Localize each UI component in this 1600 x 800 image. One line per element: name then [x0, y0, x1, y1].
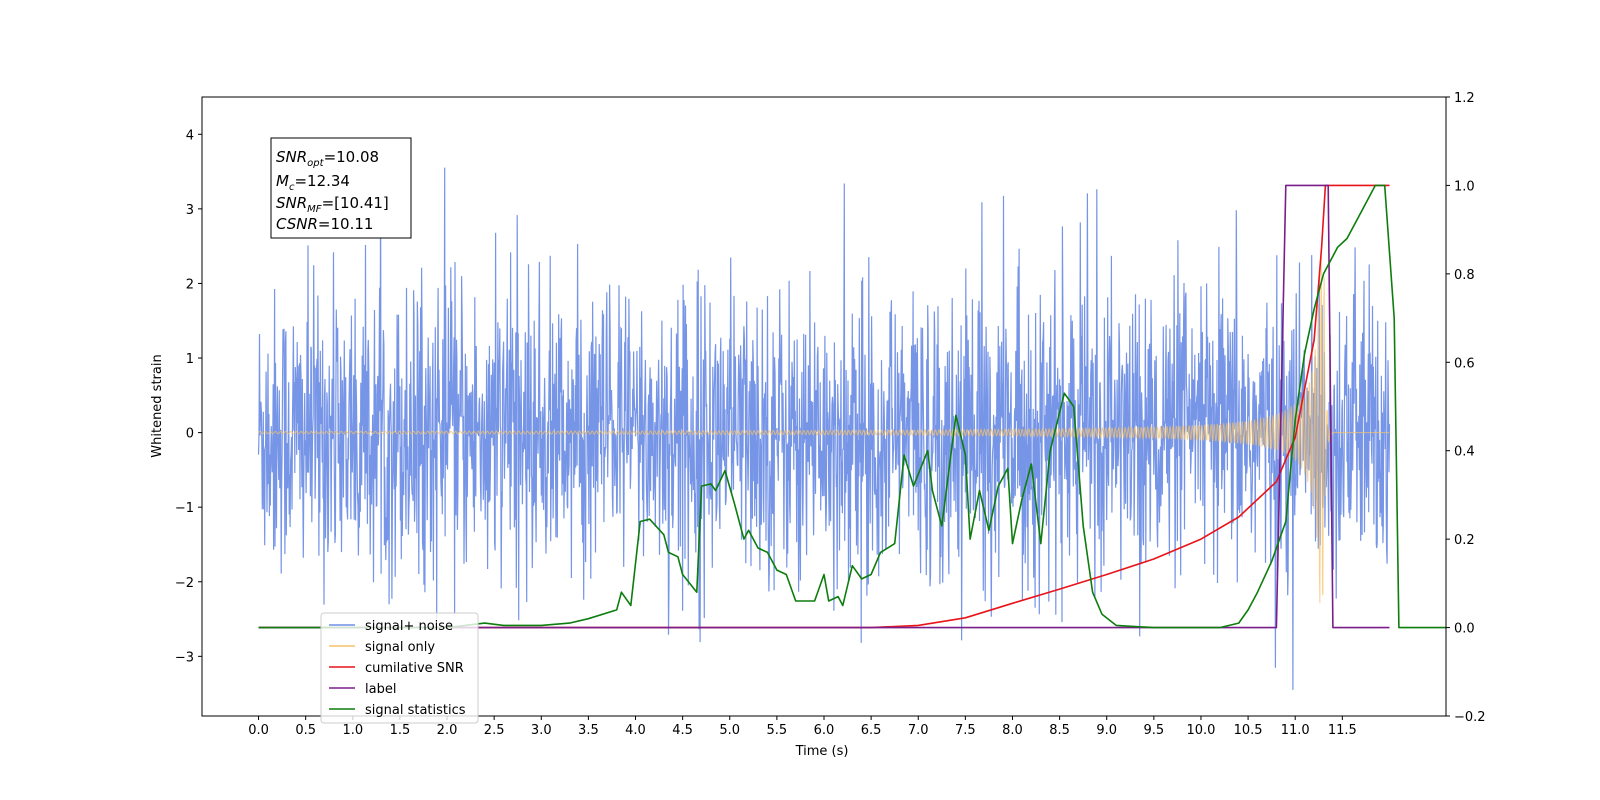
- x-tick-label: 3.0: [531, 723, 552, 738]
- x-tick-label: 5.0: [719, 723, 740, 738]
- x-tick-label: 7.0: [908, 723, 929, 738]
- x-tick-label: 0.0: [248, 723, 269, 738]
- legend-label-cumulative-snr: cumilative SNR: [365, 661, 464, 676]
- x-tick-label: 11.5: [1328, 723, 1357, 738]
- legend: signal+ noise signal only cumilative SNR…: [320, 612, 479, 724]
- y-tick-label: 4: [186, 128, 194, 143]
- y-tick-label: −3: [175, 650, 194, 665]
- stats-annotation-box: SNRopt=10.08 Mc=12.34 SNRMF=[10.41] CSNR…: [270, 137, 412, 239]
- series-signal-statistics-line: [258, 184, 1446, 629]
- x-tick-label: 4.0: [625, 723, 646, 738]
- y-tick-label: 0: [186, 427, 194, 442]
- x-tick-label: 6.5: [861, 723, 882, 738]
- y-tick-label: 3: [186, 203, 194, 218]
- plot-area: [257, 162, 1446, 690]
- legend-label-signal-noise: signal+ noise: [365, 619, 453, 634]
- x-tick-label: 7.5: [955, 723, 976, 738]
- x-tick-label: 3.5: [578, 723, 599, 738]
- x-tick-label: 2.0: [437, 723, 458, 738]
- x-tick-label: 9.0: [1096, 723, 1117, 738]
- y-tick-label: 1: [186, 352, 194, 367]
- legend-label-signal-statistics: signal statistics: [365, 703, 466, 718]
- axes: 0.0 0.5 1.0 1.5 2.0 2.5 3.0 3.5 4.0 4.5 5.0 5.5 6.0 6…: [175, 91, 1486, 738]
- stat-csnr: CSNR=10.11: [276, 215, 373, 233]
- x-tick-label: 6.0: [814, 723, 835, 738]
- legend-frame: [320, 612, 479, 724]
- x-tick-label: 4.5: [672, 723, 693, 738]
- y2-tick-label: 0.6: [1454, 356, 1475, 371]
- stat-snr-opt: SNRopt=10.08: [276, 148, 379, 169]
- stat-snr-mf: SNRMF=[10.41]: [276, 194, 389, 215]
- y2-tick-label: 0.0: [1454, 622, 1475, 637]
- y-axis-label: Whitened strain: [150, 354, 165, 457]
- x-tick-label: 0.5: [295, 723, 316, 738]
- legend-label-signal-only: signal only: [365, 640, 435, 655]
- y-tick-label: −1: [175, 501, 194, 516]
- x-axis-label: Time (s): [795, 744, 849, 759]
- stat-chirp-mass: Mc=12.34: [276, 172, 350, 193]
- series-group: [257, 162, 1446, 690]
- y2-tick-label: 1.2: [1454, 91, 1475, 106]
- x-tick-label: 11.0: [1281, 723, 1310, 738]
- x-tick-label: 10.0: [1186, 723, 1215, 738]
- x-tick-label: 8.0: [1002, 723, 1023, 738]
- series-signal-only-line: [258, 253, 1390, 604]
- x-tick-label: 10.5: [1234, 723, 1263, 738]
- x-tick-label: 1.5: [390, 723, 411, 738]
- x-tick-label: 1.0: [342, 723, 363, 738]
- series-signal-noise-line: [257, 162, 1391, 690]
- series-label-line: [258, 184, 1390, 629]
- legend-label-label: label: [365, 682, 396, 697]
- y-tick-label: 2: [186, 277, 194, 292]
- x-tick-label: 8.5: [1049, 723, 1070, 738]
- x-tick-label: 5.5: [767, 723, 788, 738]
- x-tick-label: 9.5: [1144, 723, 1165, 738]
- y2-tick-label: 1.0: [1454, 179, 1475, 194]
- x-tick-label: 2.5: [484, 723, 505, 738]
- y2-tick-label: 0.4: [1454, 445, 1475, 460]
- y-tick-label: −2: [175, 576, 194, 591]
- y2-tick-label: −0.2: [1454, 710, 1486, 725]
- y2-tick-label: 0.2: [1454, 533, 1475, 548]
- y2-tick-label: 0.8: [1454, 268, 1475, 283]
